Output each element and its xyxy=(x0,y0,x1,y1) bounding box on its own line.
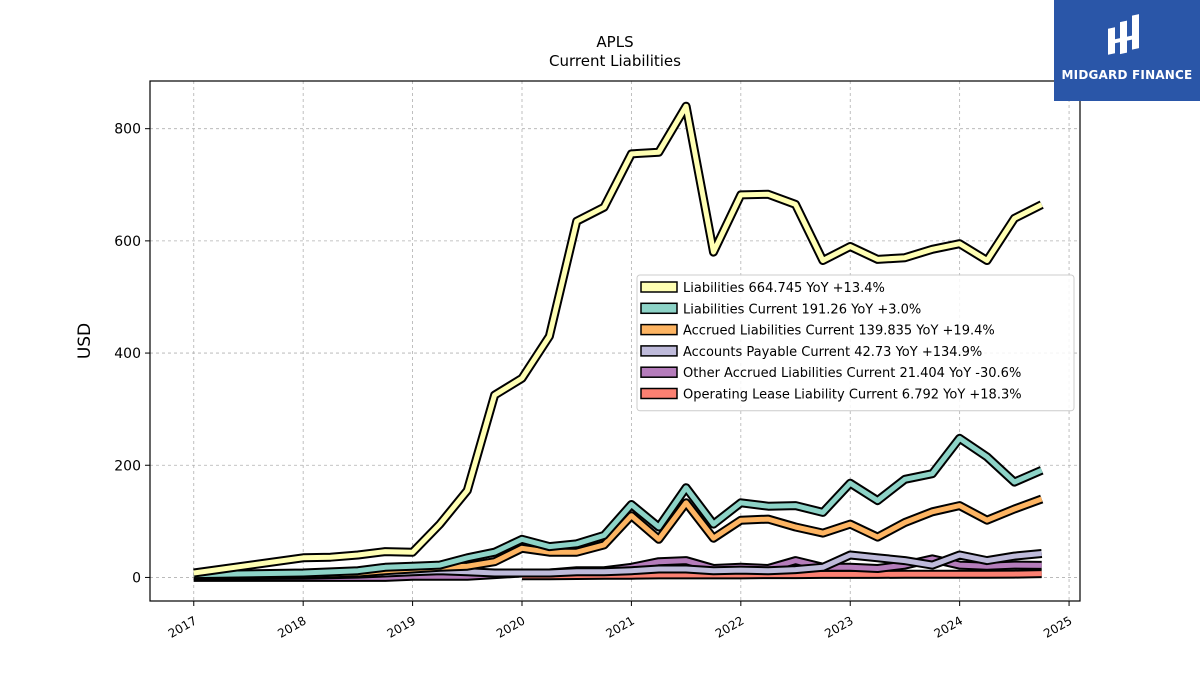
y-tick-label: 600 xyxy=(114,234,141,250)
legend-label: Operating Lease Liability Current 6.792 … xyxy=(683,388,1022,403)
y-tick-label: 400 xyxy=(114,346,141,362)
legend-swatch xyxy=(640,387,678,400)
brand-logo: MIDGARD FINANCE xyxy=(1054,0,1200,101)
y-tick-label: 200 xyxy=(114,458,141,474)
y-tick-label: 0 xyxy=(132,570,141,586)
chart-title: APLS xyxy=(596,33,634,51)
x-tick-label: 2022 xyxy=(713,613,746,640)
chart-subtitle: Current Liabilities xyxy=(549,52,681,70)
legend-label: Liabilities Current 191.26 YoY +3.0% xyxy=(683,302,921,317)
x-tick-label: 2025 xyxy=(1041,613,1074,640)
legend-label: Liabilities 664.745 YoY +13.4% xyxy=(683,281,885,296)
y-axis-label: USD xyxy=(75,323,95,359)
x-tick-label: 2018 xyxy=(275,613,308,640)
legend-swatch xyxy=(640,281,678,293)
y-tick-label: 800 xyxy=(114,122,141,138)
x-tick-label: 2021 xyxy=(603,613,636,640)
logo-mark-icon xyxy=(1108,14,1139,55)
legend-swatch xyxy=(640,323,678,336)
x-tick-label: 2017 xyxy=(166,613,199,640)
x-tick-label: 2024 xyxy=(932,613,965,640)
legend-swatch xyxy=(640,366,678,378)
plot-frame xyxy=(149,80,1081,602)
legend-label: Accounts Payable Current 42.73 YoY +134.… xyxy=(683,345,982,360)
legend-box xyxy=(636,274,1075,412)
x-tick-label: 2020 xyxy=(494,613,527,640)
legend-label: Accrued Liabilities Current 139.835 YoY … xyxy=(683,324,995,339)
logo-text: MIDGARD FINANCE xyxy=(1061,68,1193,82)
legend-swatch xyxy=(640,302,678,315)
series-line-liabilities xyxy=(193,103,1043,576)
x-tick-label: 2019 xyxy=(385,613,418,640)
series-line-liabilities-current xyxy=(193,435,1043,578)
x-tick-label: 2023 xyxy=(822,613,855,640)
legend-swatch xyxy=(640,345,678,357)
legend-label: Other Accrued Liabilities Current 21.404… xyxy=(683,366,1021,381)
